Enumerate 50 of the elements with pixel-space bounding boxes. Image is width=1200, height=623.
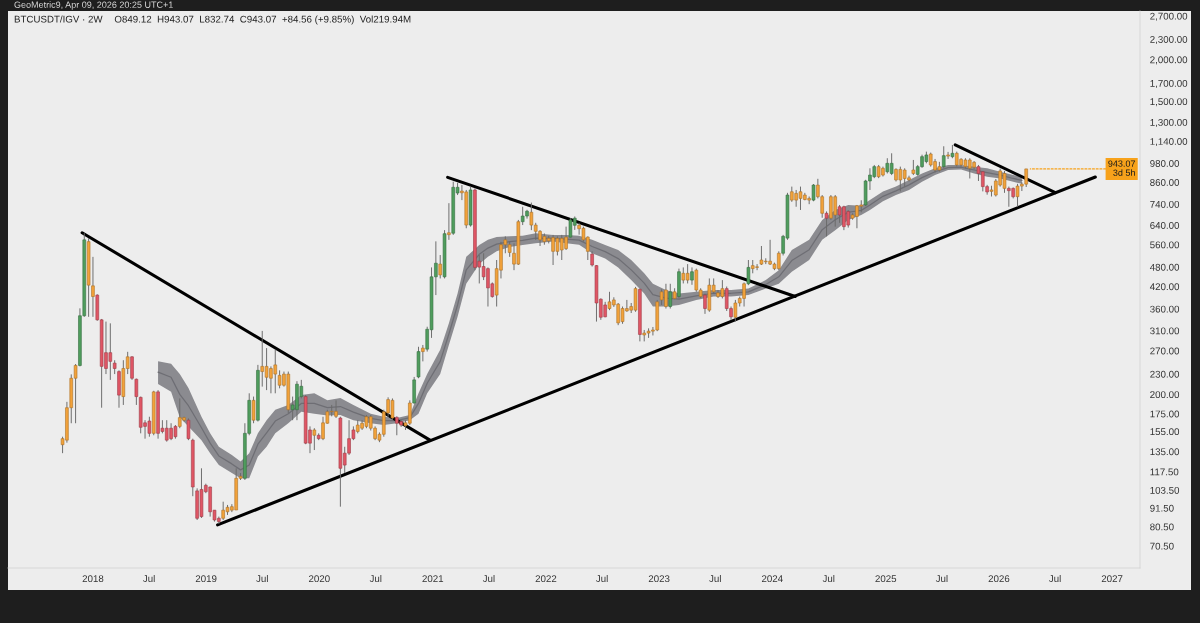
y-tick-label: 420.00 [1149, 283, 1180, 291]
y-tick-label: 1,500.00 [1150, 98, 1188, 107]
x-tick-label: Jul [482, 574, 495, 583]
x-tick-label: 2023 [648, 575, 670, 583]
x-tick-label: 2018 [82, 575, 104, 583]
x-tick-label: 2026 [988, 575, 1010, 583]
y-tick-label: 135.00 [1150, 448, 1180, 456]
y-tick-label: 2,000.00 [1150, 56, 1188, 65]
chart-title: BTCUSDT/IGV · 2W [14, 15, 103, 23]
x-tick-label: 2024 [761, 575, 783, 583]
annotation: 943.07 3d 5h [1108, 160, 1136, 176]
y-tick-label: 1,140.00 [1150, 138, 1188, 147]
x-tick-label: Jul [709, 574, 721, 583]
y-tick-label: 103.50 [1150, 486, 1180, 494]
y-tick-label: 310.00 [1150, 327, 1180, 335]
y-tick-label: 560.00 [1150, 241, 1180, 249]
y-tick-label: 1,300.00 [1150, 118, 1188, 128]
x-tick-label: Jul [143, 574, 155, 583]
y-tick-label: 91.50 [1150, 504, 1174, 512]
y-tick-label: 175.00 [1150, 410, 1180, 418]
y-tick-label: 480.00 [1149, 263, 1180, 271]
x-tick-label: 2021 [422, 575, 444, 583]
x-tick-label: Jul [1048, 574, 1061, 583]
y-tick-label: 1,700.00 [1150, 79, 1188, 89]
x-tick-label: 2020 [308, 575, 330, 583]
text: GeoMetric9, Apr 09, 2026 20:25 UTC+1 [14, 1, 173, 10]
chart-subtitle: O849.12 H943.07 L832.74 C943.07 +84.56 (+9.85%) Vol219.94M [114, 15, 411, 25]
y-tick-label: 740.00 [1150, 200, 1180, 208]
y-tick-label: 200.00 [1150, 391, 1180, 399]
x-tick-label: Jul [369, 574, 382, 583]
y-tick-label: 640.00 [1150, 222, 1180, 229]
x-tick-label: Jul [822, 574, 835, 583]
y-tick-label: 230.00 [1150, 370, 1180, 378]
y-tick-label: 2,700.00 [1150, 12, 1188, 21]
x-tick-label: 2022 [535, 575, 557, 583]
x-tick-label: 2019 [195, 575, 217, 583]
y-tick-label: 2,300.00 [1150, 36, 1188, 45]
x-tick-label: 2027 [1101, 575, 1123, 583]
y-tick-label: 360.00 [1150, 305, 1180, 313]
x-tick-label: Jul [935, 574, 948, 583]
y-tick-label: 70.50 [1150, 542, 1174, 550]
y-tick-label: 80.50 [1150, 523, 1174, 531]
y-tick-label: 980.00 [1150, 160, 1180, 167]
x-tick-label: Jul [596, 574, 608, 583]
y-tick-label: 860.00 [1150, 179, 1180, 186]
x-tick-label: Jul [256, 574, 268, 583]
y-tick-label: 270.00 [1150, 347, 1180, 355]
y-tick-label: 155.00 [1150, 428, 1180, 436]
x-tick-label: 2025 [875, 575, 897, 583]
y-tick-label: 117.50 [1150, 468, 1179, 476]
